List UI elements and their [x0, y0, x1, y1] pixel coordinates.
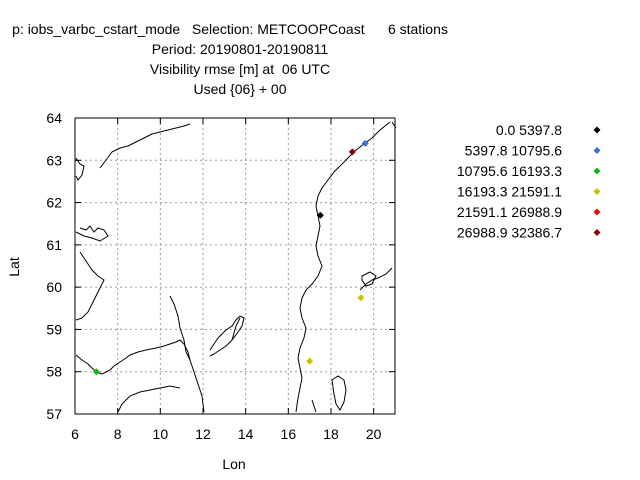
data-point — [361, 139, 369, 147]
legend-label: 21591.1 26988.9 — [457, 204, 562, 220]
x-tick-label: 10 — [153, 426, 169, 442]
data-point — [92, 368, 100, 376]
legend-marker — [593, 229, 601, 236]
coast-norway-southwest — [75, 339, 205, 413]
y-tick-label: 62 — [46, 195, 62, 211]
legend-marker — [593, 208, 601, 216]
coast-sweden-west — [209, 315, 245, 357]
legend-marker — [593, 126, 601, 134]
y-tick-label: 64 — [46, 110, 62, 126]
coastline — [75, 121, 397, 413]
legend: 0.0 5397.8 5397.8 10795.6 10795.6 16193.3 1… — [457, 122, 601, 241]
y-tick-label: 60 — [46, 279, 62, 295]
legend-label: 26988.9 32386.7 — [457, 225, 562, 241]
legend-marker — [593, 167, 601, 175]
legend-label: 16193.3 21591.1 — [457, 184, 562, 200]
legend-label: 5397.8 10795.6 — [465, 143, 563, 159]
x-tick-label: 8 — [114, 426, 122, 442]
lake-vanern — [231, 317, 241, 341]
y-tick-label: 59 — [46, 321, 62, 337]
x-axis-label: Lon — [222, 456, 245, 472]
y-tick-label: 63 — [46, 152, 62, 168]
y-axis-label: Lat — [6, 257, 22, 277]
data-point — [348, 148, 356, 156]
coast-norway-fjord — [75, 225, 109, 242]
grid-lines — [75, 118, 395, 414]
legend-marker — [593, 147, 601, 154]
x-tick-label: 14 — [238, 426, 254, 442]
y-tick-label: 58 — [46, 364, 62, 380]
coast-oslofjord — [169, 295, 191, 361]
coast-norway-west — [75, 157, 85, 181]
coast-trondelag — [99, 123, 191, 169]
data-point — [357, 294, 365, 302]
y-axis-ticks: 57 58 59 60 61 62 63 64 — [46, 110, 395, 422]
x-tick-label: 18 — [323, 426, 339, 442]
legend-label: 10795.6 16193.3 — [457, 163, 562, 179]
legend-label: 0.0 5397.8 — [496, 122, 562, 138]
y-tick-label: 57 — [46, 406, 62, 422]
coast-norway-inner — [75, 251, 105, 321]
title-line-3: Visibility rmse [m] at 06 UTC — [149, 61, 331, 77]
title-line-2: Period: 20190801-20190811 — [151, 41, 329, 57]
data-points — [92, 139, 369, 376]
coast-sweden-east — [295, 121, 391, 413]
x-axis-ticks: 6 8 10 12 14 16 18 20 — [71, 118, 382, 442]
plot-frame — [74, 117, 396, 415]
data-point — [316, 211, 324, 219]
coast-oland — [311, 399, 317, 413]
x-tick-label: 16 — [281, 426, 297, 442]
x-tick-label: 20 — [366, 426, 382, 442]
coast-gotland — [331, 375, 347, 411]
data-point — [306, 357, 314, 365]
x-tick-label: 12 — [195, 426, 211, 442]
y-tick-label: 61 — [46, 237, 62, 253]
title-line-1: p: iobs_varbc_cstart_mode Selection: MET… — [12, 21, 448, 37]
x-tick-label: 6 — [71, 426, 79, 442]
legend-marker — [593, 188, 601, 195]
title-line-4: Used {06} + 00 — [193, 81, 287, 97]
coast-aland — [361, 271, 377, 287]
coast-denmark — [117, 385, 181, 413]
